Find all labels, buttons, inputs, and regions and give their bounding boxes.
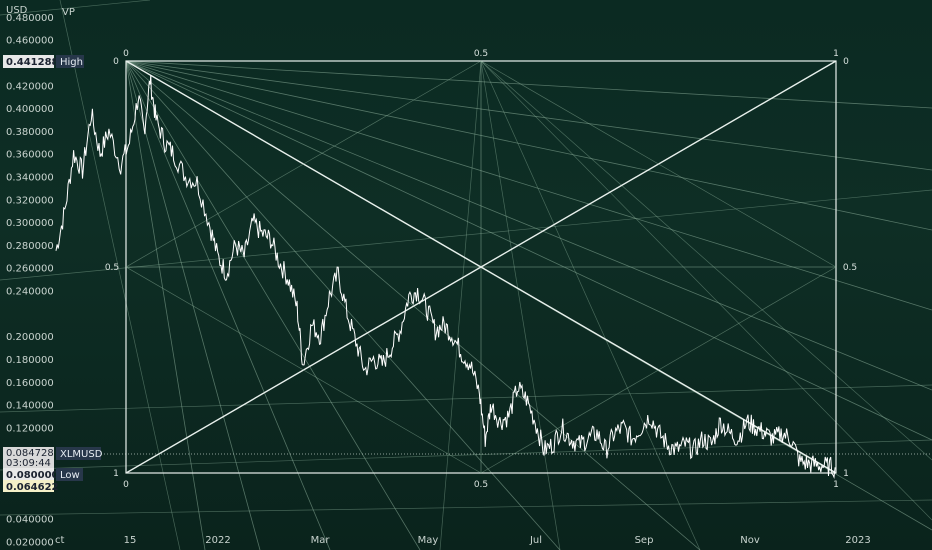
- fan-line: [125, 60, 932, 311]
- currency-label: USD: [6, 5, 28, 16]
- x-tick-label: Jul: [529, 535, 542, 546]
- gann-level-label: 0: [123, 480, 129, 490]
- y-tick-label: 0.260000: [6, 264, 54, 275]
- low-badge: 0.080000 Low: [3, 468, 83, 481]
- fan-line: [125, 60, 932, 109]
- x-tick-label: 15: [124, 535, 137, 546]
- gann-diamond-line: [125, 266, 482, 474]
- extra-value: 0.064622: [6, 482, 59, 493]
- y-tick-label: 0.160000: [6, 378, 54, 389]
- fan-line: [480, 60, 561, 550]
- x-tick-label: Sep: [635, 535, 654, 546]
- y-tick-label: 0.400000: [6, 104, 54, 115]
- gann-level-label: 1: [113, 469, 119, 479]
- high-label-bg: [56, 55, 84, 68]
- trend-line: [0, 439, 932, 471]
- x-tick-label: 2022: [205, 535, 230, 546]
- y-tick-label: 0.180000: [6, 355, 54, 366]
- high-label: High: [60, 57, 83, 68]
- gann-diagonal-up: [125, 60, 837, 474]
- symbol-label-bg: [56, 447, 101, 460]
- x-axis: ct 15 2022 Mar May Jul Sep Nov 2023: [55, 535, 871, 546]
- high-badge: 0.441288 High: [3, 55, 84, 68]
- trend-line: [0, 384, 932, 413]
- fan-line: [480, 60, 701, 550]
- fan-line: [125, 60, 932, 231]
- gann-diamond-line: [480, 60, 837, 268]
- gann-level-label: 0.5: [843, 263, 857, 273]
- x-tick-label: Nov: [740, 535, 760, 546]
- symbol-label: XLMUSD: [60, 449, 103, 460]
- low-label: Low: [60, 470, 80, 481]
- extra-price-badge: 0.064622: [3, 480, 59, 493]
- price-line-path: [55, 75, 836, 479]
- fan-line: [480, 60, 932, 521]
- y-tick-label: 0.040000: [6, 515, 54, 526]
- y-axis: 0.480000 0.460000 0.420000 0.400000 0.380000…: [6, 13, 54, 549]
- last-value-bg: [3, 447, 54, 468]
- x-tick-label: May: [418, 535, 439, 546]
- x-tick-label: 2023: [845, 535, 870, 546]
- fan-line: [125, 60, 421, 550]
- fan-line: [125, 60, 932, 171]
- y-tick-label: 0.200000: [6, 332, 54, 343]
- y-tick-label: 0.300000: [6, 218, 54, 229]
- low-value: 0.080000: [6, 470, 59, 481]
- gann-level-label: 0: [843, 57, 849, 67]
- y-tick-label: 0.460000: [6, 36, 54, 47]
- gann-level-label: 1: [843, 469, 849, 479]
- gann-level-label: 0.5: [105, 263, 119, 273]
- y-tick-label: 0.360000: [6, 150, 54, 161]
- price-series: [55, 75, 836, 479]
- gann-level-label: 0.5: [474, 480, 488, 490]
- y-tick-label: 0.480000: [6, 13, 54, 24]
- trend-line: [59, 0, 181, 550]
- last-price-badge: 0.084728 03:09:44 XLMUSD: [3, 447, 103, 469]
- x-tick-label: Mar: [311, 535, 331, 546]
- trend-line: [0, 499, 932, 516]
- fan-line: [125, 60, 932, 441]
- y-tick-label: 0.320000: [6, 195, 54, 206]
- gann-level-label: 0.5: [474, 49, 488, 59]
- y-tick-label: 0.380000: [6, 127, 54, 138]
- fan-line: [125, 60, 561, 550]
- fan-line: [125, 60, 206, 550]
- y-tick-label: 0.280000: [6, 241, 54, 252]
- x-tick-label: ct: [55, 535, 64, 546]
- gann-diamond-line: [125, 60, 482, 268]
- y-tick-label: 0.120000: [6, 423, 54, 434]
- y-tick-label: 0.240000: [6, 287, 54, 298]
- trend-line: [0, 189, 932, 281]
- gann-level-label: 1: [833, 480, 839, 490]
- trend-line: [0, 0, 151, 16]
- last-value: 0.084728: [6, 448, 54, 459]
- gann-level-label: 0: [113, 57, 119, 67]
- fan-line: [125, 60, 701, 550]
- fan-line: [125, 60, 331, 550]
- indicator-label: VP: [62, 7, 75, 18]
- countdown: 03:09:44: [6, 458, 51, 469]
- high-value-bg: [3, 55, 54, 68]
- gann-level-label: 0: [123, 49, 129, 59]
- extra-value-bg: [3, 480, 54, 492]
- low-label-bg: [56, 468, 83, 481]
- y-tick-label: 0.420000: [6, 81, 54, 92]
- fan-line: [480, 60, 932, 461]
- fan-line: [439, 60, 482, 550]
- high-value: 0.441288: [6, 57, 59, 68]
- y-tick-label: 0.340000: [6, 173, 54, 184]
- y-tick-label: 0.020000: [6, 537, 54, 548]
- low-value-bg: [3, 468, 54, 481]
- fan-line: [125, 60, 932, 391]
- gann-level-label: 1: [833, 49, 839, 59]
- y-tick-label: 0.140000: [6, 401, 54, 412]
